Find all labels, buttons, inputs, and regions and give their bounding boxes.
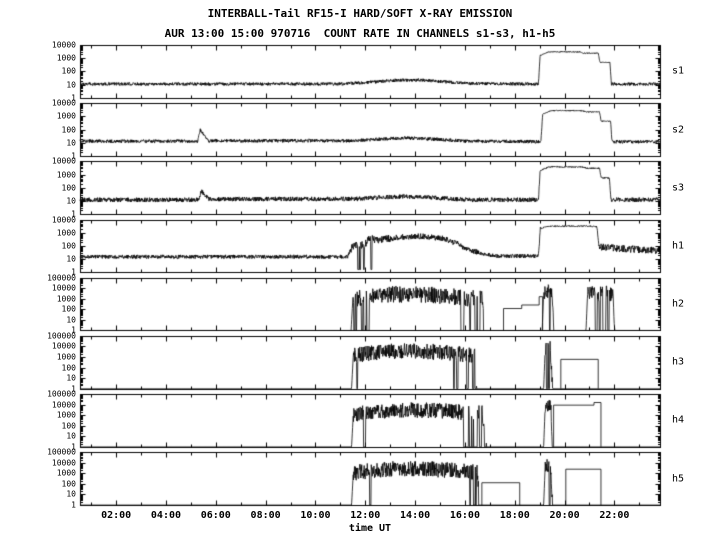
panel-label-h5: h5 [672, 473, 685, 485]
y-tick-label: 10 [66, 80, 76, 90]
y-tick-label: 100 [61, 363, 76, 373]
y-tick-label: 10000 [51, 341, 76, 351]
x-tick-label: 08:00 [250, 510, 281, 521]
x-tick-label: 02:00 [101, 510, 132, 521]
panel-label-s2: s2 [672, 124, 685, 136]
panel-label-s3: s3 [672, 182, 685, 194]
x-tick-label: 04:00 [150, 510, 182, 521]
y-tick-label: 100000 [47, 447, 76, 457]
x-tick-label: 18:00 [499, 510, 530, 521]
y-tick-label: 100000 [47, 273, 76, 283]
y-tick-label: 100 [61, 241, 76, 251]
panel-label-s1: s1 [672, 65, 685, 77]
y-tick-label: 1 [71, 384, 76, 394]
y-tick-label: 10000 [51, 40, 76, 50]
y-tick-label: 1000 [56, 111, 76, 121]
y-tick-label: 100000 [47, 331, 76, 341]
y-tick-label: 10000 [51, 98, 76, 108]
panel-label-h2: h2 [672, 298, 685, 310]
y-tick-label: 100000 [47, 389, 76, 399]
y-tick-label: 1 [71, 93, 76, 103]
y-tick-label: 1000 [56, 170, 76, 180]
y-tick-label: 1000 [56, 228, 76, 238]
y-tick-label: 1 [71, 500, 76, 510]
panel-label-h3: h3 [672, 356, 685, 368]
x-tick-label: 10:00 [300, 510, 331, 521]
y-tick-label: 1 [71, 325, 76, 335]
y-tick-label: 100 [61, 66, 76, 76]
y-tick-label: 10000 [51, 156, 76, 166]
y-tick-label: 100 [61, 479, 76, 489]
y-tick-label: 100 [61, 421, 76, 431]
x-tick-label: 20:00 [549, 510, 580, 521]
y-tick-label: 1000 [56, 410, 76, 420]
y-tick-label: 10 [66, 254, 76, 264]
y-tick-label: 1 [71, 209, 76, 219]
y-tick-label: 100 [61, 125, 76, 135]
panel-label-h1: h1 [672, 240, 685, 252]
y-tick-label: 10 [66, 373, 76, 383]
y-tick-label: 1 [71, 442, 76, 452]
y-tick-label: 1000 [56, 468, 76, 478]
y-tick-label: 10 [66, 196, 76, 206]
y-tick-label: 1 [71, 151, 76, 161]
x-tick-label: 22:00 [599, 510, 630, 521]
y-tick-label: 10 [66, 431, 76, 441]
y-tick-label: 10000 [51, 400, 76, 410]
y-tick-label: 10000 [51, 283, 76, 293]
y-tick-label: 10 [66, 489, 76, 499]
y-tick-label: 100 [61, 183, 76, 193]
x-tick-label: 16:00 [449, 510, 480, 521]
y-tick-label: 10000 [51, 458, 76, 468]
x-axis-title: time UT [348, 523, 392, 534]
y-tick-label: 1 [71, 267, 76, 277]
panel-label-h4: h4 [672, 414, 685, 426]
y-tick-label: 1000 [56, 294, 76, 304]
x-tick-label: 14:00 [400, 510, 431, 521]
x-tick-label: 06:00 [200, 510, 231, 521]
y-tick-label: 10000 [51, 215, 76, 225]
y-tick-label: 100 [61, 304, 76, 314]
y-tick-label: 10 [66, 138, 76, 148]
y-tick-label: 10 [66, 315, 76, 325]
y-tick-label: 1000 [56, 53, 76, 63]
y-tick-label: 1000 [56, 352, 76, 362]
x-tick-label: 12:00 [350, 510, 381, 521]
